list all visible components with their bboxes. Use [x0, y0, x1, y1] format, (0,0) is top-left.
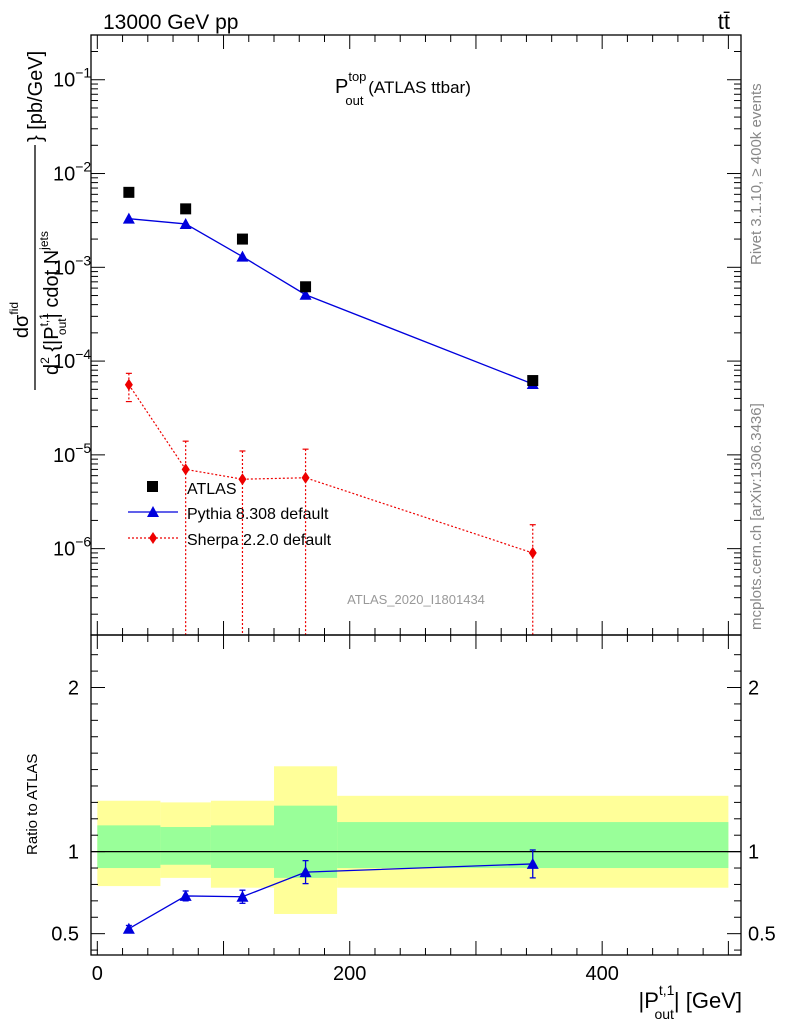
svg-text:} [pb/GeV]: } [pb/GeV] — [25, 51, 47, 142]
analysis-id: ATLAS_2020_I1801434 — [347, 592, 485, 607]
band-inner — [97, 825, 161, 869]
band-inner — [160, 827, 211, 865]
x-tick-label: 0 — [92, 963, 103, 985]
rivet-label: Rivet 3.1.10, ≥ 400k events — [748, 83, 765, 265]
atlas-point — [123, 186, 135, 198]
y-axis-label-ratio: Ratio to ATLAS — [24, 754, 41, 855]
ratio-pythia-point — [122, 922, 135, 934]
sherpa-point — [181, 463, 190, 476]
ratio-pythia-point — [526, 857, 539, 869]
ratio-pythia-point — [299, 866, 312, 878]
y-axis-label-main: dσfid d2 {|Pt,1 out| cdot Njets } [pb/GeV… — [7, 51, 69, 390]
ratio-y-tick-label-right: 1 — [748, 842, 759, 864]
atlas-point — [180, 203, 192, 215]
pythia-line — [128, 218, 533, 385]
y-tick-label: 10−3 — [53, 252, 91, 279]
sherpa-point — [528, 546, 537, 559]
x-tick-label: 400 — [585, 963, 618, 985]
atlas-point — [236, 233, 248, 245]
ratio-plot: 0 200 400 0.5 0.5 1 1 2 2 — [51, 634, 776, 985]
pythia-point — [179, 217, 192, 229]
ratio-pythia-point — [179, 889, 192, 901]
band-inner — [210, 825, 275, 869]
sherpa-line — [128, 384, 533, 554]
atlas-point — [527, 375, 539, 387]
sherpa-point — [124, 378, 133, 391]
ratio-y-tick-label: 0.5 — [51, 924, 79, 946]
x-tick-label: 200 — [333, 963, 366, 985]
legend: ATLAS Pythia 8.308 default Sherpa 2.2.0 … — [128, 481, 332, 549]
header-energy: 13000 GeV pp — [103, 11, 238, 34]
ratio-frame — [90, 634, 742, 956]
main-plot: 10−6 10−5 10−4 10−3 10−2 10−1 — [53, 34, 742, 636]
y-tick-label: 10−5 — [53, 440, 91, 467]
plot-title: Ptop out (ATLAS ttbar) — [335, 69, 471, 108]
y-tick-label: 10−4 — [53, 346, 91, 373]
pythia-point — [122, 212, 135, 224]
ratio-y-tick-label: 2 — [68, 678, 79, 700]
ratio-y-tick-label: 1 — [68, 842, 79, 864]
header-process: tt̄ — [718, 9, 730, 34]
legend-label-pythia: Pythia 8.308 default — [187, 506, 329, 523]
sherpa-point — [301, 471, 310, 484]
ratio-y-tick-label-right: 2 — [748, 678, 759, 700]
sherpa-point — [238, 473, 247, 486]
mcplots-label: mcplots.cern.ch [arXiv:1306.3436] — [748, 403, 765, 630]
atlas-point — [300, 281, 312, 293]
pythia-point — [299, 288, 312, 300]
ratio-pythia-point — [236, 890, 249, 902]
ratio-y-tick-label-right: 0.5 — [748, 924, 776, 946]
legend-marker-sherpa — [149, 532, 157, 544]
y-tick-label: 10−1 — [53, 65, 91, 92]
legend-marker-pythia — [147, 506, 159, 517]
x-axis-label: |Pt,1 out| [GeV] — [638, 982, 742, 1022]
pythia-point — [236, 250, 249, 262]
legend-marker-atlas — [147, 481, 158, 492]
svg-text:dσfid: dσfid — [7, 302, 33, 338]
legend-label-atlas: ATLAS — [187, 481, 237, 498]
y-tick-label: 10−2 — [53, 159, 91, 186]
y-tick-label: 10−6 — [53, 534, 91, 561]
legend-label-sherpa: Sherpa 2.2.0 default — [187, 532, 332, 549]
